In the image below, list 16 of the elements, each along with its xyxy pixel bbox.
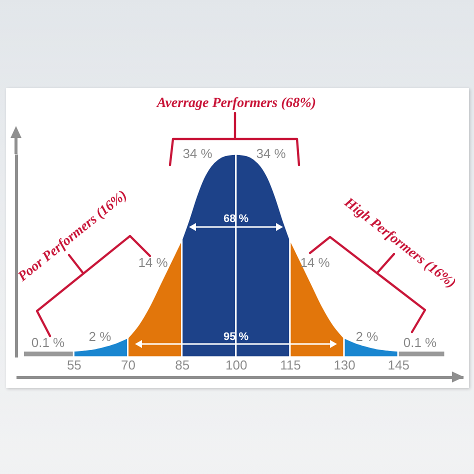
annotation: 14 %	[300, 255, 330, 270]
annotation: 14 %	[138, 255, 168, 270]
annotation: 34 %	[182, 146, 213, 161]
x-tick-label: 70	[121, 358, 136, 372]
annotation: 34 %	[256, 146, 286, 161]
x-tick-label: 55	[66, 358, 82, 372]
x-tick-label: 145	[388, 358, 410, 372]
annotation: 0.1 %	[403, 335, 438, 350]
x-tick-label: 130	[334, 358, 356, 372]
annotation: 2 %	[356, 329, 379, 344]
x-tick-label: 85	[175, 358, 190, 372]
chart-title: Averrage Performers (68%)	[156, 96, 316, 111]
x-tick-label: 100	[226, 358, 248, 372]
x-tick-label: 115	[280, 358, 301, 372]
annotation: 0.1 %	[31, 335, 66, 350]
annotation: 2 %	[88, 329, 112, 344]
